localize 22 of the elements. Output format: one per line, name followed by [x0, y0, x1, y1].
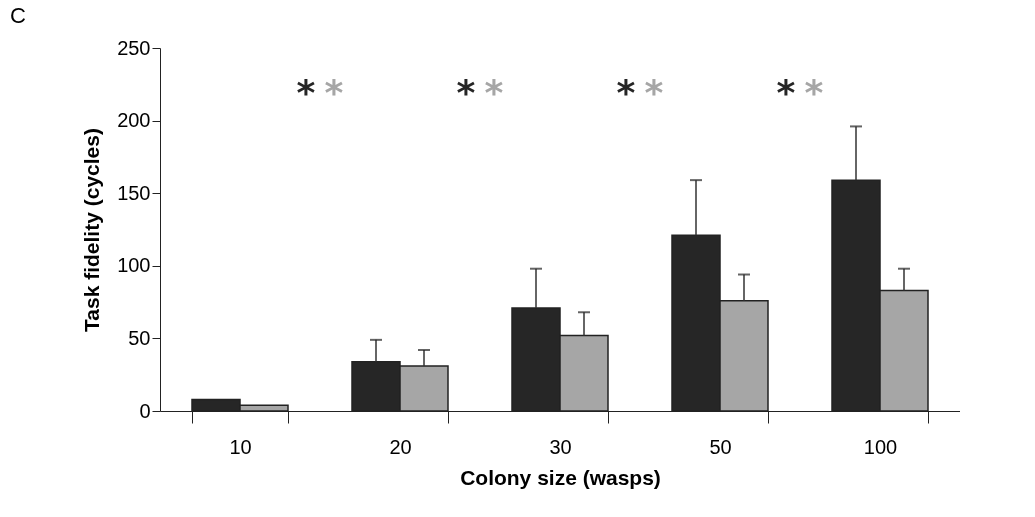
y-tick-label: 250	[117, 36, 151, 59]
annotation: *	[324, 72, 344, 113]
annotation: *	[644, 72, 664, 113]
y-tick-label: 0	[139, 399, 151, 422]
y-tick-label: 150	[117, 181, 151, 204]
x-tick-label: 50	[709, 435, 732, 458]
x-tick-label: 20	[389, 435, 412, 458]
x-tick-label: 10	[229, 435, 252, 458]
annotation: *	[616, 72, 636, 113]
y-axis-title: Task fidelity (cycles)	[80, 128, 104, 332]
x-axis-title: Colony size (wasps)	[460, 465, 661, 489]
annotation: *	[484, 72, 504, 113]
annotation: *	[456, 72, 476, 113]
y-tick-label: 100	[117, 254, 151, 277]
annotation: *	[296, 72, 316, 113]
y-tick-label: 200	[117, 109, 151, 132]
x-tick-label: 30	[549, 435, 572, 458]
annotation: *	[776, 72, 796, 113]
x-tick-label: 100	[863, 435, 898, 458]
chart-title: C	[10, 3, 26, 28]
y-tick-label: 50	[128, 326, 151, 349]
annotation: *	[804, 72, 824, 113]
